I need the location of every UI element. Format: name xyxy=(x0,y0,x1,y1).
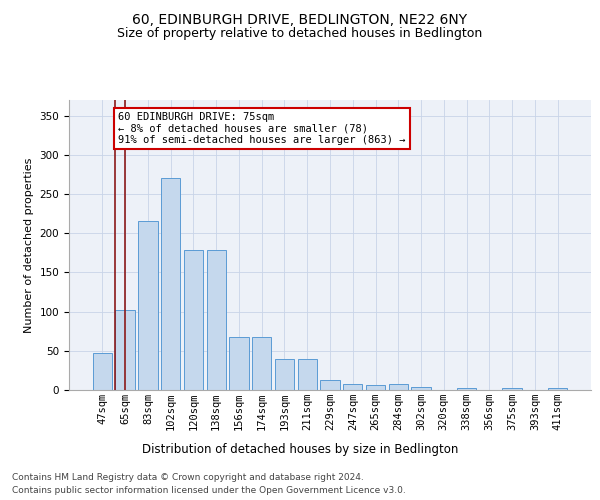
Y-axis label: Number of detached properties: Number of detached properties xyxy=(24,158,34,332)
Bar xyxy=(206,250,226,390)
Bar xyxy=(343,384,362,390)
Text: Distribution of detached houses by size in Bedlington: Distribution of detached houses by size … xyxy=(142,442,458,456)
Bar xyxy=(502,388,522,390)
Text: 60, EDINBURGH DRIVE, BEDLINGTON, NE22 6NY: 60, EDINBURGH DRIVE, BEDLINGTON, NE22 6N… xyxy=(133,12,467,26)
Text: Size of property relative to detached houses in Bedlington: Size of property relative to detached ho… xyxy=(118,28,482,40)
Bar xyxy=(229,336,248,390)
Bar xyxy=(138,222,158,390)
Bar xyxy=(366,384,385,390)
Text: 60 EDINBURGH DRIVE: 75sqm
← 8% of detached houses are smaller (78)
91% of semi-d: 60 EDINBURGH DRIVE: 75sqm ← 8% of detach… xyxy=(118,112,406,145)
Bar xyxy=(548,388,567,390)
Bar xyxy=(389,384,408,390)
Bar xyxy=(115,310,135,390)
Text: Contains HM Land Registry data © Crown copyright and database right 2024.: Contains HM Land Registry data © Crown c… xyxy=(12,474,364,482)
Bar xyxy=(184,250,203,390)
Text: Contains public sector information licensed under the Open Government Licence v3: Contains public sector information licen… xyxy=(12,486,406,495)
Bar xyxy=(320,380,340,390)
Bar xyxy=(457,388,476,390)
Bar xyxy=(298,358,317,390)
Bar xyxy=(161,178,181,390)
Bar xyxy=(412,387,431,390)
Bar xyxy=(93,353,112,390)
Bar xyxy=(252,338,271,390)
Bar xyxy=(275,358,294,390)
